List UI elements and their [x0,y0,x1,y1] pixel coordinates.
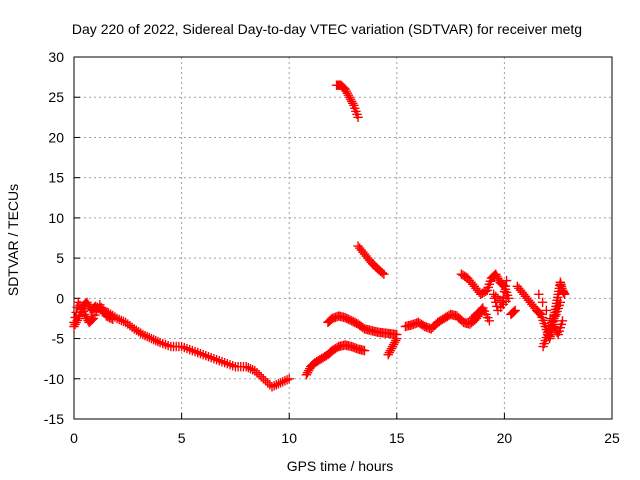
x-tick-label: 15 [389,430,405,446]
data-point [70,312,80,323]
data-point [492,301,502,312]
data-point [392,333,402,344]
data-point [509,306,519,317]
data-point [541,305,552,316]
series-recovery-arc [301,340,370,380]
data-point [284,374,294,384]
data-point [557,316,568,326]
data-point [90,310,100,320]
data-marks [69,80,570,392]
data-point [553,329,563,340]
series-mid-high-arc [353,241,389,279]
data-point [499,286,510,297]
data-point [497,297,507,308]
y-tick-label: 15 [48,170,64,186]
data-point [500,281,511,291]
y-axis-label: SDTVAR / TECUs [5,184,21,296]
x-tick-label: 0 [70,430,78,446]
axis-ticks: 0 5 10 15 20 25 -15 -10 -5 0 5 10 15 20 25 30 [44,49,620,446]
data-point [353,112,363,123]
data-point [510,305,520,316]
data-point [88,313,99,324]
series-late-cluster [456,269,514,316]
data-point [555,297,566,308]
y-tick-label: 0 [56,290,64,306]
data-point [91,306,102,317]
plot-frame [73,56,613,420]
data-point [555,322,566,333]
data-point [484,316,495,326]
data-point [108,314,118,324]
series-mid-track [323,311,402,340]
data-point [106,313,116,324]
data-point [556,319,567,329]
series-late-scatter [467,303,520,326]
data-point [379,269,389,279]
data-point [71,307,81,318]
data-point [545,313,555,324]
data-point [498,292,509,302]
data-point [377,268,387,278]
y-tick-label: 25 [48,89,64,105]
data-point [501,275,512,286]
x-axis-label: GPS time / hours [287,458,394,474]
y-tick-label: -5 [52,331,65,347]
series-descent-drop [383,333,402,360]
y-tick-label: 20 [48,129,64,145]
data-point [537,297,548,308]
data-point [493,305,503,316]
series-main-arc [69,297,294,392]
data-point [69,317,79,328]
x-tick-label: 5 [178,430,186,446]
x-tick-label: 10 [281,430,297,446]
series-final-cluster [512,277,570,352]
chart-title: Day 220 of 2022, Sidereal Day-to-day VTE… [72,21,582,37]
x-tick-label: 25 [604,430,620,446]
y-tick-label: 10 [48,210,64,226]
series-early-spread [69,297,118,328]
grid [74,57,612,419]
data-point [534,289,544,300]
y-tick-label: 30 [48,49,64,65]
data-point [559,289,570,300]
y-tick-label: -15 [44,411,64,427]
data-point [554,326,564,336]
data-point [359,345,370,356]
y-tick-label: 5 [56,250,64,266]
x-tick-label: 20 [497,430,513,446]
series-high-arc [331,80,363,123]
y-tick-label: -10 [44,371,64,387]
